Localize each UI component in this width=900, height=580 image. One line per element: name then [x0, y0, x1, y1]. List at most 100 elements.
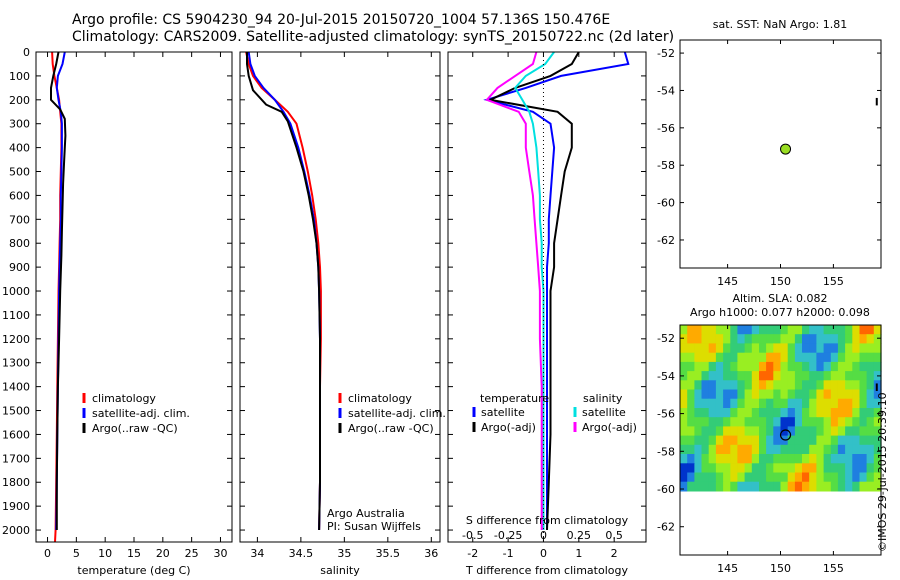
sla-cell	[787, 380, 796, 391]
sla-cell	[715, 435, 724, 446]
sla-cell	[845, 435, 853, 446]
sla-cell	[737, 343, 746, 354]
sst-map-ytick-label-2: -56	[657, 122, 675, 135]
sla-cell	[701, 389, 710, 400]
sla-cell	[715, 380, 724, 391]
sla-cell	[794, 454, 803, 464]
sla-cell	[687, 352, 695, 363]
sla-cell	[744, 481, 753, 492]
sla-cell	[766, 417, 774, 427]
sla-cell	[809, 352, 817, 363]
temperature-panel: 0 5 10 15 20 25 30 temperature (deg C) 0 100 200 30…	[2, 46, 233, 577]
sla-cell	[773, 380, 782, 391]
sla-cell	[737, 380, 746, 391]
sla-cell	[737, 334, 746, 344]
sla-cell	[830, 426, 839, 437]
sla-cell	[687, 417, 695, 427]
sla-cell	[866, 472, 875, 483]
sla-cell	[823, 325, 832, 335]
sla-cell	[794, 463, 803, 474]
sla-cell	[766, 408, 774, 418]
depth-tick-label-13: 1300	[2, 357, 30, 370]
sla-cell	[751, 463, 760, 474]
sla-cell	[751, 417, 760, 427]
sla-cell	[780, 417, 789, 427]
sla-cell	[816, 398, 825, 409]
sla-cell	[751, 389, 760, 400]
sla-cell	[694, 380, 703, 391]
sla-cell	[830, 371, 839, 381]
temperature-xtick-label-0: 0	[44, 547, 51, 560]
sla-cell	[687, 389, 695, 400]
sla-cell	[680, 463, 688, 474]
sla-cell	[694, 334, 703, 344]
sla-cell	[723, 361, 731, 372]
sla-cell	[751, 481, 760, 492]
sla-cell	[859, 454, 868, 464]
depth-tick-label-12: 1200	[2, 333, 30, 346]
sla-cell	[845, 398, 853, 409]
sla-cell	[837, 408, 846, 418]
sla-cell	[859, 426, 868, 437]
sla-cell	[823, 371, 832, 381]
difference-series-3	[485, 51, 543, 530]
sla-cell	[694, 371, 703, 381]
sla-cell	[809, 380, 817, 391]
sla-cell	[737, 444, 746, 455]
sla-cell	[802, 361, 810, 372]
sla-cell	[751, 426, 760, 437]
sla-cell	[830, 334, 839, 344]
sla-cell	[823, 352, 832, 363]
sla-cell	[866, 389, 875, 400]
sla-cell	[766, 325, 774, 335]
sla-cell	[687, 398, 695, 409]
sla-cell	[694, 325, 703, 335]
sla-cell	[730, 334, 739, 344]
sla-cell	[859, 435, 868, 446]
sla-cell	[852, 325, 861, 335]
sla-cell	[694, 398, 703, 409]
sla-cell	[730, 463, 739, 474]
difference-series-2	[513, 51, 555, 530]
sla-cell	[852, 398, 861, 409]
sla-map-ytick-label-3: -58	[657, 445, 675, 458]
sla-cell	[773, 352, 782, 363]
sla-cell	[780, 426, 789, 437]
salinity-legend-label-0: climatology	[348, 392, 412, 405]
sla-cell	[830, 444, 839, 455]
sla-map-title-line2: Argo h1000: 0.077 h2000: 0.098	[690, 306, 870, 319]
sla-cell	[715, 408, 724, 418]
sla-cell	[687, 380, 695, 391]
sla-cell	[744, 472, 753, 483]
sla-cell	[859, 325, 868, 335]
sla-cell	[751, 361, 760, 372]
sla-cell	[780, 389, 789, 400]
salinity-frame	[239, 51, 441, 543]
sla-cell	[859, 371, 868, 381]
sst-map-panel: 145 150 155 -52 -54 -56 -58 -60 -62	[657, 39, 882, 288]
sla-cell	[845, 361, 853, 372]
difference-top-tick-label-3: 0.25	[567, 529, 592, 542]
sla-cell	[715, 343, 724, 354]
sla-cell	[680, 389, 688, 400]
sla-cell	[873, 426, 882, 437]
figure-title-line2: Climatology: CARS2009. Satellite-adjuste…	[72, 29, 675, 45]
sla-cell	[730, 417, 739, 427]
depth-tick-label-15: 1500	[2, 405, 30, 418]
sla-cell	[759, 472, 767, 483]
sla-cell	[737, 426, 746, 437]
depth-tick-label-17: 1700	[2, 452, 30, 465]
sla-cell	[823, 472, 832, 483]
sla-cell	[780, 444, 789, 455]
sla-cell	[723, 398, 731, 409]
sla-cell	[751, 408, 760, 418]
sla-cell	[830, 408, 839, 418]
sla-cell	[845, 334, 853, 344]
sla-cell	[723, 463, 731, 474]
sla-cell	[859, 408, 868, 418]
sla-cell	[751, 325, 760, 335]
sla-cell	[794, 380, 803, 391]
sla-cell	[866, 481, 875, 492]
sla-cell	[780, 481, 789, 492]
sla-cell	[744, 417, 753, 427]
